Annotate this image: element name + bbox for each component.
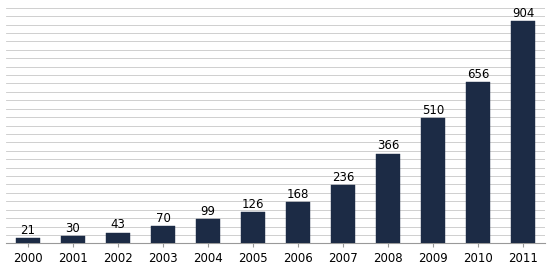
Text: 30: 30 — [66, 222, 80, 235]
Bar — [466, 82, 490, 243]
Bar — [15, 238, 40, 243]
Text: 99: 99 — [201, 205, 215, 218]
Bar — [331, 185, 355, 243]
Bar — [420, 118, 445, 243]
Text: 510: 510 — [422, 104, 444, 117]
Text: 126: 126 — [242, 198, 264, 211]
Text: 656: 656 — [467, 68, 489, 81]
Bar — [106, 233, 131, 243]
Text: 70: 70 — [155, 212, 170, 225]
Text: 168: 168 — [287, 188, 309, 201]
Text: 43: 43 — [111, 218, 126, 231]
Bar — [285, 202, 310, 243]
Bar — [241, 212, 266, 243]
Bar — [61, 236, 85, 243]
Text: 236: 236 — [332, 171, 354, 184]
Bar — [511, 21, 536, 243]
Text: 904: 904 — [512, 7, 534, 20]
Bar — [376, 154, 401, 243]
Bar — [150, 226, 175, 243]
Text: 366: 366 — [377, 139, 399, 152]
Bar — [196, 219, 220, 243]
Text: 21: 21 — [20, 224, 36, 237]
